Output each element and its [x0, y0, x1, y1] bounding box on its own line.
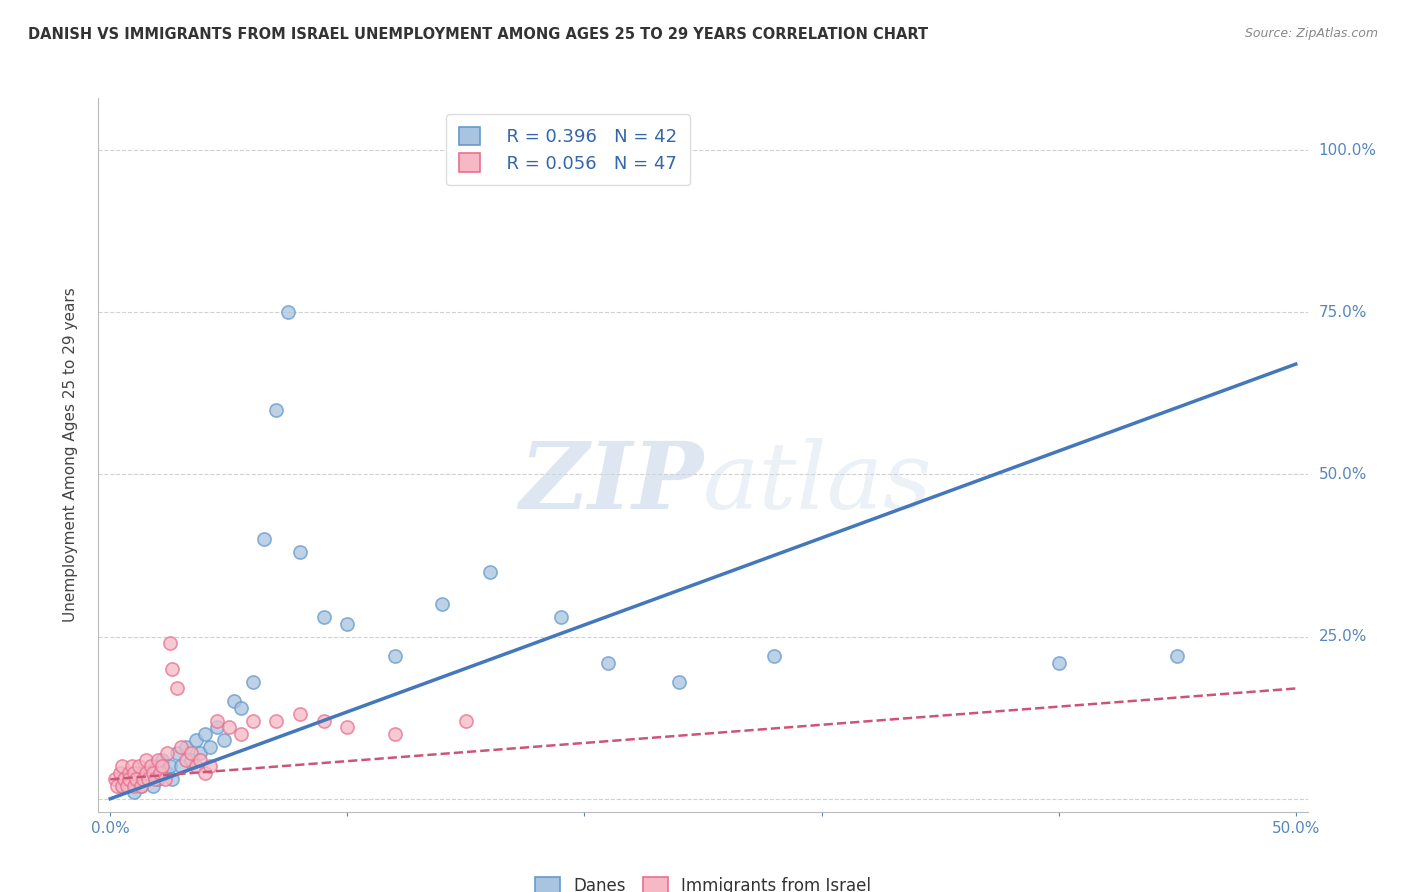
Point: [478, 565, 501, 579]
Point: [190, 747, 212, 761]
Point: [146, 772, 169, 787]
Point: [153, 772, 176, 787]
Point: [190, 753, 212, 767]
Point: [170, 739, 193, 754]
Point: [122, 785, 145, 799]
Point: [143, 759, 166, 773]
Text: atlas: atlas: [703, 439, 932, 528]
Point: [180, 747, 202, 761]
Point: [1166, 648, 1188, 663]
Point: [136, 772, 159, 787]
Point: [105, 779, 128, 793]
Point: [432, 597, 454, 611]
Point: [128, 765, 150, 780]
Point: [229, 701, 252, 715]
Point: [312, 714, 335, 728]
Point: [205, 720, 228, 734]
Point: [550, 610, 572, 624]
Point: [166, 681, 188, 696]
Point: [166, 747, 188, 761]
Point: [128, 759, 150, 773]
Point: [454, 714, 477, 728]
Point: [139, 759, 162, 773]
Text: 50.0%: 50.0%: [1319, 467, 1367, 482]
Legend: Danes, Immigrants from Israel: Danes, Immigrants from Israel: [529, 870, 877, 892]
Point: [288, 707, 311, 722]
Point: [159, 636, 181, 650]
Point: [156, 765, 179, 780]
Point: [156, 747, 179, 761]
Point: [205, 714, 228, 728]
Point: [222, 694, 245, 708]
Point: [384, 648, 406, 663]
Point: [129, 779, 152, 793]
Point: [149, 765, 172, 780]
Point: [229, 727, 252, 741]
Point: [135, 753, 157, 767]
Point: [242, 675, 264, 690]
Point: [118, 772, 141, 787]
Point: [180, 753, 202, 767]
Point: [253, 533, 276, 547]
Point: [132, 772, 155, 787]
Point: [184, 759, 207, 773]
Point: [184, 733, 207, 747]
Point: [118, 765, 141, 780]
Point: [174, 753, 197, 767]
Point: [115, 779, 138, 793]
Point: [277, 305, 299, 319]
Point: [160, 662, 183, 676]
Point: [288, 545, 311, 559]
Point: [135, 772, 157, 787]
Point: [668, 675, 690, 690]
Point: [143, 772, 166, 787]
Point: [114, 772, 136, 787]
Point: [108, 765, 131, 780]
Point: [763, 648, 786, 663]
Y-axis label: Unemployment Among Ages 25 to 29 years: Unemployment Among Ages 25 to 29 years: [63, 287, 79, 623]
Point: [136, 765, 159, 780]
Point: [121, 759, 143, 773]
Point: [264, 402, 287, 417]
Point: [142, 779, 165, 793]
Text: 25.0%: 25.0%: [1319, 629, 1367, 644]
Point: [212, 733, 235, 747]
Point: [336, 720, 359, 734]
Point: [312, 610, 335, 624]
Point: [111, 759, 134, 773]
Point: [1047, 656, 1070, 670]
Point: [384, 727, 406, 741]
Point: [104, 772, 127, 787]
Point: [160, 772, 183, 787]
Point: [129, 779, 152, 793]
Point: [122, 779, 145, 793]
Text: 100.0%: 100.0%: [1319, 143, 1376, 158]
Point: [194, 765, 217, 780]
Point: [118, 772, 141, 787]
Text: DANISH VS IMMIGRANTS FROM ISRAEL UNEMPLOYMENT AMONG AGES 25 TO 29 YEARS CORRELAT: DANISH VS IMMIGRANTS FROM ISRAEL UNEMPLO…: [28, 27, 928, 42]
Point: [122, 765, 145, 780]
Point: [111, 779, 134, 793]
Point: [598, 656, 620, 670]
Text: ZIP: ZIP: [519, 439, 703, 528]
Point: [142, 765, 165, 780]
Point: [135, 765, 157, 780]
Point: [152, 753, 174, 767]
Point: [242, 714, 264, 728]
Point: [146, 753, 169, 767]
Point: [170, 759, 193, 773]
Point: [152, 759, 174, 773]
Point: [159, 759, 181, 773]
Point: [264, 714, 287, 728]
Point: [194, 727, 217, 741]
Point: [111, 779, 134, 793]
Point: [198, 759, 221, 773]
Point: [336, 616, 359, 631]
Text: Source: ZipAtlas.com: Source: ZipAtlas.com: [1244, 27, 1378, 40]
Point: [198, 739, 221, 754]
Text: 75.0%: 75.0%: [1319, 305, 1367, 319]
Point: [125, 772, 148, 787]
Point: [218, 720, 240, 734]
Point: [174, 739, 197, 754]
